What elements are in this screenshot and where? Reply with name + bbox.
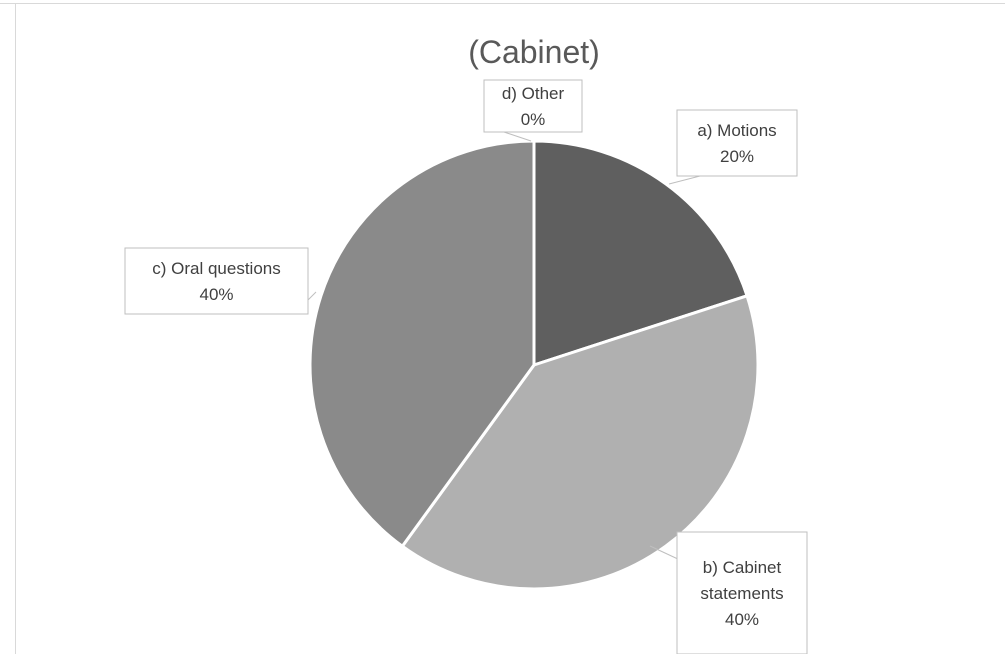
- pie-slice-oral-questions: [308, 139, 536, 548]
- data-label-motions: a) Motions 20%: [676, 109, 798, 177]
- data-label-value-other: 0%: [521, 110, 546, 129]
- data-label-cabinet-statements: b) Cabinet statements 40%: [676, 531, 808, 654]
- leader-line-cabinet-statements: [649, 545, 681, 561]
- leader-line-other: [503, 131, 532, 142]
- leader-line-oral-questions: [307, 291, 317, 301]
- pie-slices: [308, 139, 760, 591]
- chart-title-group: (Cabinet): [468, 34, 600, 70]
- data-label-text-oral-questions: c) Oral questions: [152, 259, 281, 278]
- leader-line-motions: [668, 175, 701, 185]
- data-label-value-cabinet-statements: 40%: [725, 610, 759, 629]
- chart-title: (Cabinet): [468, 34, 600, 70]
- data-label-text-cabinet-statements: b) Cabinet: [703, 558, 782, 577]
- leader-lines: [307, 131, 701, 561]
- data-label-value-motions: 20%: [720, 147, 754, 166]
- data-label-other: d) Other 0%: [483, 79, 583, 133]
- data-label-box-cabinet-statements: [676, 531, 808, 654]
- data-label-text-cabinet-statements: statements: [700, 584, 783, 603]
- data-label-box-other: [483, 79, 583, 133]
- data-label-text-other: d) Other: [502, 84, 565, 103]
- data-label-value-oral-questions: 40%: [199, 285, 233, 304]
- pie-slice-motions: [532, 139, 749, 367]
- data-label-text-motions: a) Motions: [697, 121, 776, 140]
- data-label-box-oral-questions: [124, 247, 309, 315]
- data-label-box-motions: [676, 109, 798, 177]
- data-label-oral-questions: c) Oral questions 40%: [124, 247, 309, 315]
- pie-slice-cabinet-statements: [400, 294, 760, 591]
